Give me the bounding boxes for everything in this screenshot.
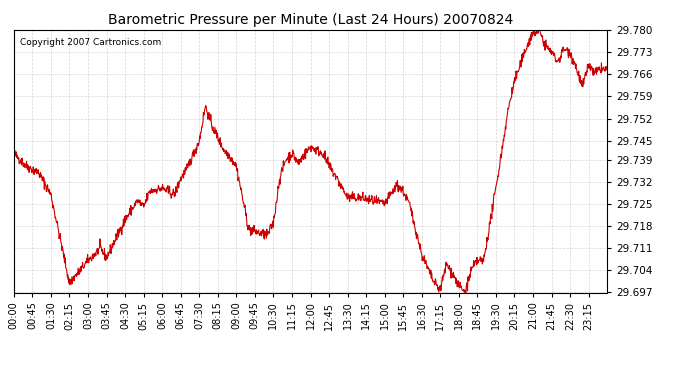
Text: Copyright 2007 Cartronics.com: Copyright 2007 Cartronics.com <box>20 38 161 47</box>
Title: Barometric Pressure per Minute (Last 24 Hours) 20070824: Barometric Pressure per Minute (Last 24 … <box>108 13 513 27</box>
